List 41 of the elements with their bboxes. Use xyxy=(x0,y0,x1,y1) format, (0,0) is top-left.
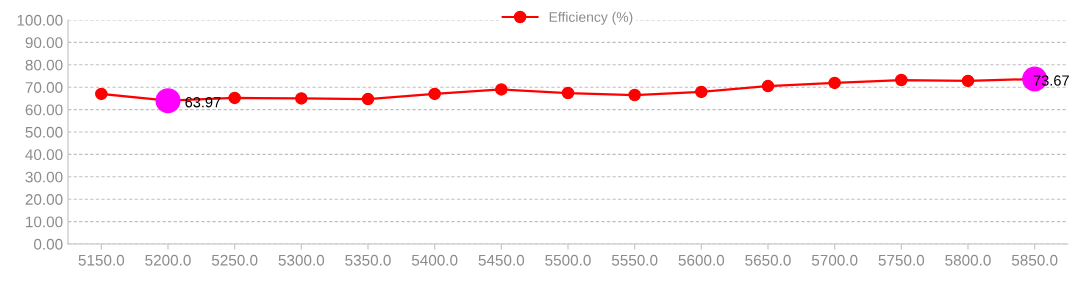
y-tick-label: 0.00 xyxy=(34,238,63,250)
x-tick-label: 5600.0 xyxy=(678,254,725,266)
legend-label: Efficiency (%) xyxy=(549,11,633,25)
x-tick-label: 5350.0 xyxy=(345,254,391,266)
x-tick-label: 5500.0 xyxy=(545,254,591,266)
x-tick-label: 5450.0 xyxy=(478,254,525,266)
y-tick-label: 20.00 xyxy=(25,194,63,205)
point xyxy=(295,92,308,105)
point xyxy=(761,79,775,93)
x-tick-label: 5650.0 xyxy=(745,254,791,266)
x-tick-label: 5550.0 xyxy=(611,254,658,266)
point xyxy=(895,73,908,87)
y-tick-label: 30.00 xyxy=(25,171,63,183)
x-tick-label: 5400.0 xyxy=(411,254,458,266)
x-tick-label: 5200.0 xyxy=(145,254,191,266)
point xyxy=(95,87,108,101)
x-tick-label: 5750.0 xyxy=(878,254,925,266)
point xyxy=(695,85,708,99)
x-tick-label: 5250.0 xyxy=(211,254,258,266)
y-tick-label: 90.00 xyxy=(25,37,63,49)
x-tick-label: 5300.0 xyxy=(278,254,325,266)
y-tick-label: 60.00 xyxy=(25,104,63,116)
point xyxy=(828,76,841,90)
point xyxy=(495,83,508,96)
x-tick-label: 5700.0 xyxy=(811,254,858,266)
data-label: 63.97 xyxy=(185,97,221,108)
x-tick-label: 5850.0 xyxy=(1011,254,1058,266)
y-tick-label: 100.00 xyxy=(17,14,63,26)
point xyxy=(428,87,441,101)
y-tick-label: 70.00 xyxy=(25,82,63,93)
y-tick-label: 80.00 xyxy=(25,59,63,71)
y-tick-label: 10.00 xyxy=(26,216,63,228)
point xyxy=(228,91,241,105)
point xyxy=(561,86,575,100)
x-tick-label: 5150.0 xyxy=(78,254,125,266)
point xyxy=(361,92,375,106)
y-tick-label: 50.00 xyxy=(25,126,63,138)
point xyxy=(961,74,975,88)
x-tick-label: 5800.0 xyxy=(945,254,991,266)
y-tick-label: 40.00 xyxy=(25,149,63,161)
point xyxy=(628,88,641,102)
